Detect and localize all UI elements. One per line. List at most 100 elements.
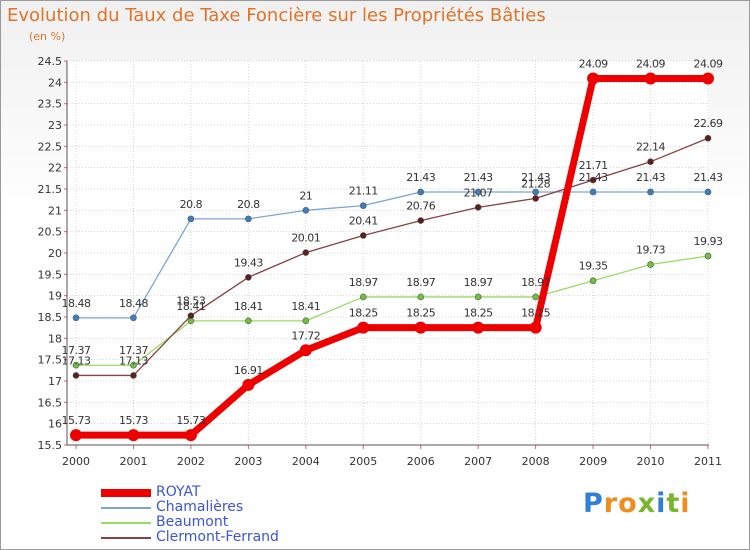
data-label: 22.14 [636, 141, 665, 154]
data-label: 18.97 [406, 276, 435, 289]
x-tick-label: 2003 [234, 455, 262, 468]
data-point [245, 317, 252, 325]
data-label: 20.01 [291, 232, 320, 245]
data-label: 15.73 [119, 414, 148, 427]
y-tick-label: 16 [48, 418, 62, 431]
data-label: 18.25 [521, 307, 550, 320]
data-point [474, 293, 482, 301]
data-label: 18.25 [406, 307, 435, 320]
data-point [357, 321, 370, 334]
data-label: 15.73 [176, 414, 205, 427]
data-point [532, 195, 539, 202]
logo-letter: P [583, 488, 604, 519]
y-tick-label: 15.5 [38, 439, 63, 452]
y-tick-label: 21.5 [38, 183, 63, 196]
legend-swatch [101, 522, 151, 524]
data-point [589, 188, 597, 196]
logo-letter: t [666, 488, 681, 519]
data-label: 21.07 [464, 186, 493, 199]
logo-letter: i [656, 488, 667, 519]
data-label: 22.69 [694, 117, 723, 130]
x-tick-label: 2001 [119, 455, 147, 468]
y-tick-label: 24 [48, 76, 62, 89]
data-point [359, 232, 367, 239]
data-point [589, 176, 597, 184]
data-point [414, 321, 427, 334]
y-tick-label: 22.5 [38, 140, 63, 153]
data-label: 19.93 [694, 235, 723, 248]
y-tick-label: 19.5 [38, 268, 63, 281]
data-label: 19.73 [636, 244, 665, 257]
data-point [474, 188, 482, 196]
data-point [245, 215, 252, 223]
y-tick-label: 23 [48, 119, 62, 132]
data-point [130, 314, 137, 322]
series-line-beaumont [76, 255, 709, 366]
data-label: 18.97 [349, 276, 378, 289]
data-point [130, 372, 137, 379]
y-tick-label: 23.5 [38, 98, 63, 111]
data-label: 21.43 [636, 171, 665, 184]
x-tick-label: 2006 [407, 455, 435, 468]
data-label: 24.09 [694, 57, 723, 70]
y-tick-label: 22 [48, 162, 62, 175]
data-point [127, 429, 140, 442]
data-label: 18.41 [176, 300, 205, 313]
data-label: 20.8 [237, 198, 260, 211]
legend-label: ROYAT [156, 484, 201, 500]
data-point [702, 72, 714, 85]
data-point [587, 72, 600, 85]
data-label: 21.11 [349, 185, 378, 198]
data-point [302, 317, 310, 325]
data-point [299, 344, 312, 357]
logo-letter: x [637, 488, 657, 519]
logo-letter: i [680, 488, 691, 519]
data-point [417, 293, 425, 301]
data-label: 19.43 [234, 256, 263, 269]
legend-swatch [101, 507, 151, 509]
data-point [187, 215, 195, 223]
data-point [72, 314, 80, 322]
data-label: 21 [299, 189, 312, 202]
data-label: 18.41 [234, 300, 263, 313]
y-tick-label: 19 [48, 290, 62, 303]
y-tick-label: 16.5 [38, 396, 63, 409]
x-tick-label: 2010 [637, 455, 665, 468]
y-tick-label: 20 [48, 247, 62, 260]
x-tick-label: 2000 [62, 455, 90, 468]
data-label: 17.72 [291, 329, 320, 342]
legend-label: Chamalières [156, 499, 244, 515]
y-tick-label: 20.5 [38, 226, 63, 239]
x-tick-label: 2004 [292, 455, 320, 468]
data-point [417, 217, 425, 224]
data-point [529, 321, 542, 334]
data-point [242, 378, 255, 391]
legend-label: Beaumont [156, 514, 229, 530]
y-tick-label: 17 [48, 375, 62, 388]
data-label: 18.25 [464, 307, 493, 320]
logo-letter: o [618, 488, 638, 519]
data-label: 20.8 [180, 198, 203, 211]
data-point [130, 361, 137, 369]
data-point [532, 188, 539, 196]
data-point [532, 293, 539, 301]
data-label: 18.48 [119, 297, 148, 310]
data-label: 15.73 [62, 414, 91, 427]
data-label: 16.91 [234, 364, 263, 377]
data-point [589, 277, 597, 285]
data-label: 17.13 [62, 354, 91, 367]
chart-title: Evolution du Taux de Taxe Foncière sur l… [7, 5, 546, 26]
data-point [704, 134, 712, 142]
data-point [417, 188, 425, 196]
data-point [187, 312, 195, 320]
data-point [302, 207, 310, 214]
data-label: 20.76 [406, 200, 435, 213]
data-label: 21.43 [406, 171, 435, 184]
data-point [359, 293, 367, 301]
data-point [647, 158, 654, 165]
x-tick-label: 2002 [177, 455, 205, 468]
data-label: 17.13 [119, 354, 148, 367]
data-label: 21.43 [521, 171, 550, 184]
data-label: 21.28 [521, 177, 550, 190]
